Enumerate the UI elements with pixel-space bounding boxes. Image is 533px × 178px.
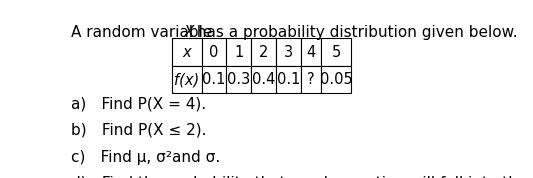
Text: a) Find P(X = 4).: a) Find P(X = 4). xyxy=(71,96,206,111)
Bar xyxy=(276,38,301,66)
Text: 0.1: 0.1 xyxy=(277,72,300,87)
Bar xyxy=(301,66,321,93)
Text: x: x xyxy=(182,45,191,60)
Text: A random variable: A random variable xyxy=(71,25,217,40)
Bar xyxy=(201,66,227,93)
Text: 2: 2 xyxy=(259,45,268,60)
Bar xyxy=(251,66,276,93)
Text: 0.05: 0.05 xyxy=(320,72,353,87)
Text: 1: 1 xyxy=(234,45,244,60)
Bar xyxy=(227,38,251,66)
Text: has a probability distribution given below.: has a probability distribution given bel… xyxy=(192,25,518,40)
Text: 0.1: 0.1 xyxy=(203,72,226,87)
Text: 5: 5 xyxy=(332,45,341,60)
Text: b) Find P(X ≤ 2).: b) Find P(X ≤ 2). xyxy=(71,123,206,138)
Text: 0.4: 0.4 xyxy=(252,72,276,87)
Bar xyxy=(172,66,201,93)
Text: X: X xyxy=(184,25,195,40)
Text: f(x): f(x) xyxy=(174,72,199,87)
Text: d) Find the probability that an observation will fall into the interval μ ± 2σ.: d) Find the probability that an observat… xyxy=(71,176,533,178)
Bar xyxy=(276,66,301,93)
Bar xyxy=(301,38,321,66)
Bar xyxy=(172,38,201,66)
Bar xyxy=(251,38,276,66)
Text: 3: 3 xyxy=(284,45,293,60)
Text: 4: 4 xyxy=(306,45,316,60)
Text: c) Find μ, σ²and σ.: c) Find μ, σ²and σ. xyxy=(71,150,220,164)
Bar xyxy=(201,38,227,66)
Text: ?: ? xyxy=(308,72,315,87)
Bar xyxy=(227,66,251,93)
Bar xyxy=(321,38,351,66)
Text: 0.3: 0.3 xyxy=(227,72,251,87)
Text: 0: 0 xyxy=(209,45,219,60)
Bar xyxy=(321,66,351,93)
